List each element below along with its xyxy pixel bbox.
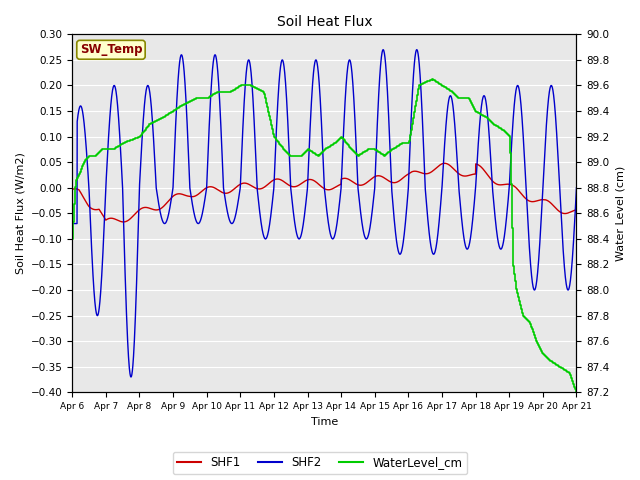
SHF2 [68, 221, 76, 227]
SHF2 [284, 114, 291, 120]
SHF2 [127, 374, 135, 380]
WaterLevel_cm [308, 149, 316, 155]
SHF1 [262, 183, 269, 189]
Line: SHF1: SHF1 [72, 163, 577, 222]
WaterLevel_cm [573, 389, 580, 395]
WaterLevel_cm [428, 76, 436, 82]
SHF1 [573, 207, 580, 213]
Line: WaterLevel_cm: WaterLevel_cm [72, 79, 577, 392]
SHF1 [284, 181, 291, 187]
SHF2 [156, 207, 164, 213]
SHF2 [126, 368, 134, 374]
SHF1 [156, 206, 164, 212]
SHF1 [441, 160, 449, 166]
Title: Soil Heat Flux: Soil Heat Flux [276, 15, 372, 29]
WaterLevel_cm [369, 146, 376, 152]
Y-axis label: Soil Heat Flux (W/m2): Soil Heat Flux (W/m2) [15, 152, 25, 274]
SHF2 [413, 47, 420, 53]
SHF2 [573, 185, 580, 191]
WaterLevel_cm [311, 151, 319, 157]
SHF2 [563, 285, 571, 290]
Line: SHF2: SHF2 [72, 50, 577, 377]
Legend: SHF1, SHF2, WaterLevel_cm: SHF1, SHF2, WaterLevel_cm [173, 452, 467, 474]
SHF1 [509, 182, 516, 188]
WaterLevel_cm [483, 115, 490, 121]
SHF2 [262, 236, 269, 242]
WaterLevel_cm [68, 236, 76, 242]
SHF1 [120, 219, 127, 225]
Text: SW_Temp: SW_Temp [80, 43, 142, 56]
SHF1 [563, 210, 571, 216]
Y-axis label: Water Level (cm): Water Level (cm) [615, 166, 625, 261]
WaterLevel_cm [341, 139, 349, 144]
X-axis label: Time: Time [310, 417, 338, 427]
WaterLevel_cm [561, 368, 569, 373]
SHF1 [126, 216, 134, 222]
SHF1 [68, 187, 76, 192]
SHF2 [509, 125, 516, 131]
